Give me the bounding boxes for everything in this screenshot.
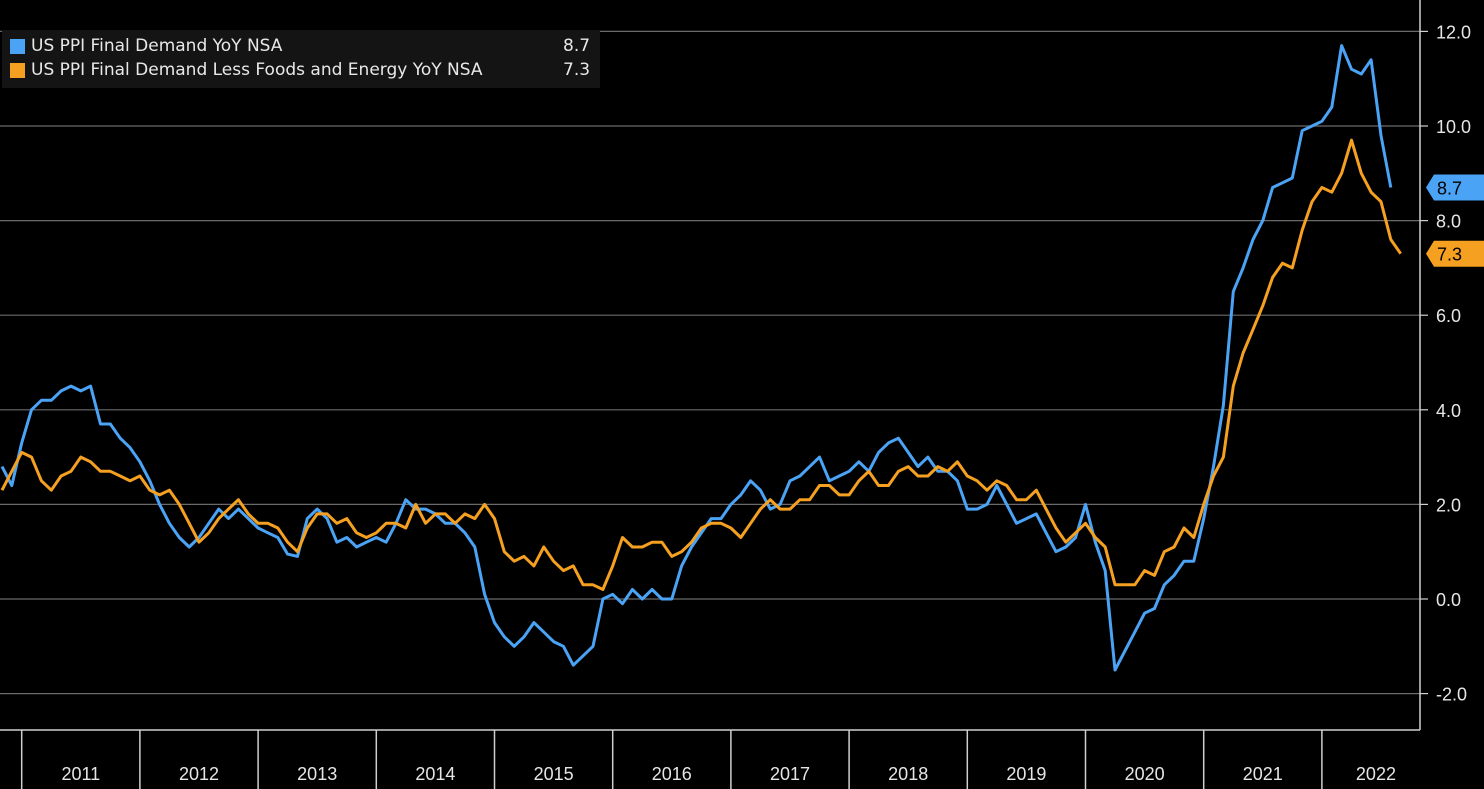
y-tick-label: -2.0 (1436, 685, 1467, 705)
y-tick-label: 4.0 (1436, 401, 1461, 421)
x-tick-label: 2019 (1006, 764, 1046, 784)
last-value-label: 7.3 (1437, 245, 1462, 265)
x-tick-label: 2014 (415, 764, 455, 784)
x-tick-label: 2018 (888, 764, 928, 784)
series-lines (0, 44, 1402, 672)
legend-label: US PPI Final Demand Less Foods and Energ… (31, 60, 483, 80)
x-tick-label: 2022 (1356, 764, 1396, 784)
legend-swatch-blue (10, 38, 25, 54)
last-value-label: 8.7 (1437, 178, 1462, 198)
x-tick-label: 2011 (61, 764, 100, 784)
x-tick-label: 2012 (179, 764, 219, 784)
x-tick-label: 2015 (534, 764, 574, 784)
legend-label: US PPI Final Demand YoY NSA (31, 36, 283, 56)
legend-item-ppi: US PPI Final Demand YoY NSA 8.7 (10, 34, 590, 58)
legend-value: 7.3 (563, 60, 591, 80)
last-value-flag-0: 8.7 (1426, 174, 1484, 201)
y-tick-label: 6.0 (1436, 306, 1461, 326)
y-tick-label: 10.0 (1436, 117, 1471, 137)
y-tick-label: 12.0 (1436, 22, 1471, 42)
x-tick-label: 2021 (1243, 764, 1283, 784)
legend: US PPI Final Demand YoY NSA 8.7 US PPI F… (2, 30, 601, 88)
y-tick-label: 0.0 (1436, 590, 1461, 610)
series-line-0 (0, 44, 1393, 672)
last-value-labels: 8.7 7.3 (1426, 174, 1484, 267)
last-value-flag-bg (1426, 174, 1484, 201)
legend-item-core-ppi: US PPI Final Demand Less Foods and Energ… (10, 58, 590, 82)
x-tick-label: 2016 (652, 764, 692, 784)
grid-lines (0, 30, 1420, 695)
x-axis: 2011 2012 2013 2014 2015 2016 2017 2018 2019 2020… (0, 729, 1420, 789)
y-axis: -2.0 0.0 2.0 4.0 6.0 8.0 10.0 12.0 (1419, 0, 1471, 730)
y-tick-label: 8.0 (1436, 212, 1461, 232)
x-tick-label: 2020 (1125, 764, 1165, 784)
x-tick-label: 2017 (770, 764, 810, 784)
series-line-1 (0, 138, 1402, 591)
legend-value: 8.7 (563, 36, 591, 56)
last-value-flag-bg (1426, 240, 1484, 267)
y-tick-label: 2.0 (1436, 495, 1461, 515)
legend-swatch-orange (10, 62, 25, 78)
x-tick-label: 2013 (297, 764, 337, 784)
last-value-flag-1: 7.3 (1426, 240, 1484, 267)
